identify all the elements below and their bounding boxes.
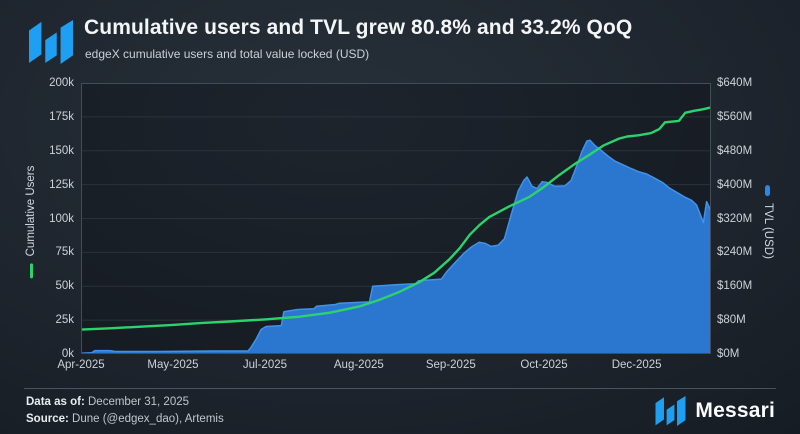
right-axis-tick-label: $160M [717, 280, 753, 293]
plot-area [81, 83, 711, 354]
right-axis-tick-label: $240M [717, 246, 753, 259]
left-axis-tick-label: 100k [49, 212, 74, 225]
footer-meta: Data as of: December 31, 2025 Source: Du… [26, 394, 224, 428]
source-label: Source: [26, 413, 69, 425]
left-axis-tick-label: 150k [49, 144, 74, 157]
x-axis-tick-label: Apr-2025 [57, 359, 105, 371]
left-axis-tick-label: 0k [61, 348, 74, 360]
x-axis-tick-label: May-2025 [147, 359, 199, 371]
left-axis-tick-label: 175k [49, 110, 74, 123]
left-axis-tick-label: 50k [55, 280, 74, 293]
left-axis-tick-label: 75k [55, 246, 74, 259]
source-line: Source: Dune (@edgex_dao), Artemis [26, 411, 224, 428]
x-axis-tick-label: Aug-2025 [333, 359, 384, 371]
right-axis-tick-label: $640M [717, 77, 753, 89]
right-axis-ticks: $640M $560M $480M $400M $320M $240M $160M $80M $… [717, 77, 797, 360]
right-axis-tick-label: $0M [717, 348, 740, 360]
data-as-of-value: December 31, 2025 [88, 396, 190, 408]
right-axis-tick-label: $80M [717, 314, 746, 327]
x-axis-tick-label: Oct-2025 [520, 359, 568, 371]
messari-logo-icon [655, 396, 686, 426]
messari-logo-icon [29, 20, 73, 64]
left-axis-tick-label: 200k [49, 77, 74, 89]
x-axis-tick-label: Dec-2025 [611, 359, 662, 371]
right-axis-tick-label: $560M [717, 110, 753, 123]
left-axis-ticks: 200k 175k 150k 125k 100k 75k 50k 25k 0k [0, 77, 76, 360]
footer-divider [24, 388, 776, 389]
left-axis-tick-label: 125k [49, 178, 74, 191]
data-as-of-line: Data as of: December 31, 2025 [26, 394, 224, 411]
x-axis-tick-label: Jul-2025 [242, 359, 288, 371]
right-axis-tick-label: $400M [717, 178, 753, 191]
x-axis-ticks: Apr-2025 May-2025 Jul-2025 Aug-2025 Sep-2025… [57, 359, 711, 373]
messari-brand: Messari [655, 394, 775, 428]
data-as-of-label: Data as of: [26, 396, 85, 408]
x-axis-tick-label: Sep-2025 [425, 359, 476, 371]
page-title: Cumulative users and TVL grew 80.8% and … [84, 16, 633, 39]
left-axis-tick-label: 25k [55, 314, 74, 327]
source-value: Dune (@edgex_dao), Artemis [72, 413, 224, 425]
messari-wordmark: Messari [695, 399, 775, 422]
chart-subtitle: edgeX cumulative users and total value l… [85, 47, 370, 61]
right-axis-tick-label: $320M [717, 212, 753, 225]
right-axis-tick-label: $480M [717, 144, 753, 157]
